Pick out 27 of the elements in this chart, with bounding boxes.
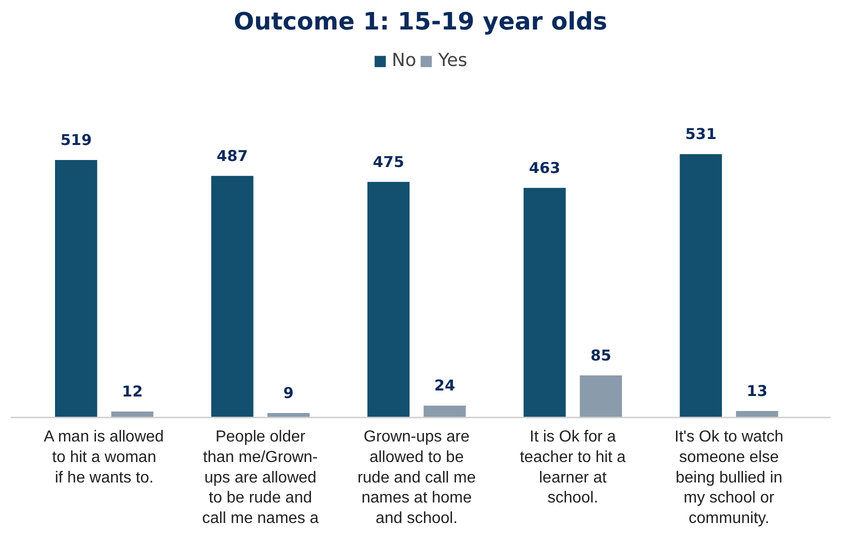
data-label: 475 <box>372 152 404 171</box>
data-label: 85 <box>590 346 612 364</box>
x-tick-label: It is Ok for a teacher to hit a learner at school. <box>520 428 626 507</box>
x-tick-label: People older than me/Grown-ups are allowed to be rude and call me names a <box>202 428 319 528</box>
data-label: 9 <box>283 384 294 402</box>
data-label: 531 <box>685 125 717 144</box>
chart-title: Outcome 1: 15-19 year olds <box>234 8 608 36</box>
data-label: 24 <box>434 376 456 395</box>
data-label: 12 <box>122 382 143 401</box>
x-tick-label: It's Ok to watch someone else being bullied in my school or community. <box>674 428 784 528</box>
bar <box>736 411 778 418</box>
x-tick-label: A man is allowed to hit a woman if he wants to. <box>44 428 164 486</box>
data-label: 487 <box>216 147 248 166</box>
bar <box>211 176 254 418</box>
data-label: 463 <box>529 158 560 177</box>
data-label: 519 <box>60 131 92 150</box>
legend-label: Yes <box>438 50 468 71</box>
x-tick-label: Grown-ups are allowed to be rude and call me names at home and school. <box>357 428 476 528</box>
bar <box>524 188 566 418</box>
bar <box>367 182 410 418</box>
data-label: 13 <box>746 382 768 400</box>
bar <box>55 160 98 418</box>
bar <box>580 375 622 418</box>
bar <box>111 412 154 418</box>
legend-label: No <box>392 50 416 71</box>
bar <box>424 406 466 418</box>
bar <box>680 154 722 418</box>
